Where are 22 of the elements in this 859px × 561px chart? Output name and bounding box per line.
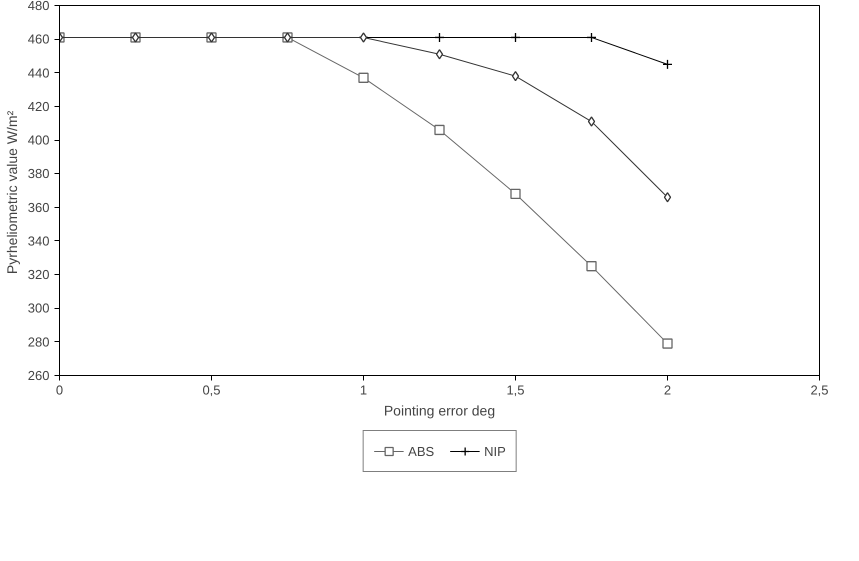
y-tick-label: 280 (28, 334, 50, 350)
x-tick-label: 1,5 (506, 382, 525, 398)
y-tick-label: 380 (28, 166, 50, 182)
y-tick-label: 340 (28, 233, 50, 248)
legend-label: NIP (484, 444, 506, 458)
y-tick-label: 420 (28, 98, 50, 114)
y-tick-label: 400 (28, 132, 50, 148)
x-tick-label: 0 (56, 382, 64, 398)
x-axis-title: Pointing error deg (384, 402, 496, 418)
y-tick-label: 260 (28, 368, 50, 383)
y-tick-label: 460 (28, 32, 50, 47)
y-axis-title: Pyrheliometric value W/m² (4, 110, 20, 274)
x-tick-label: 0,5 (202, 382, 221, 398)
y-tick-label: 480 (28, 0, 50, 13)
x-tick-label: 1 (360, 382, 368, 398)
y-tick-label: 300 (28, 300, 50, 316)
y-tick-label: 360 (28, 200, 50, 215)
y-tick-label: 320 (28, 267, 50, 282)
x-tick-label: 2,5 (810, 382, 829, 398)
legend-label: ABS (408, 444, 434, 458)
x-tick-label: 2 (664, 382, 672, 398)
y-tick-label: 440 (28, 65, 50, 80)
